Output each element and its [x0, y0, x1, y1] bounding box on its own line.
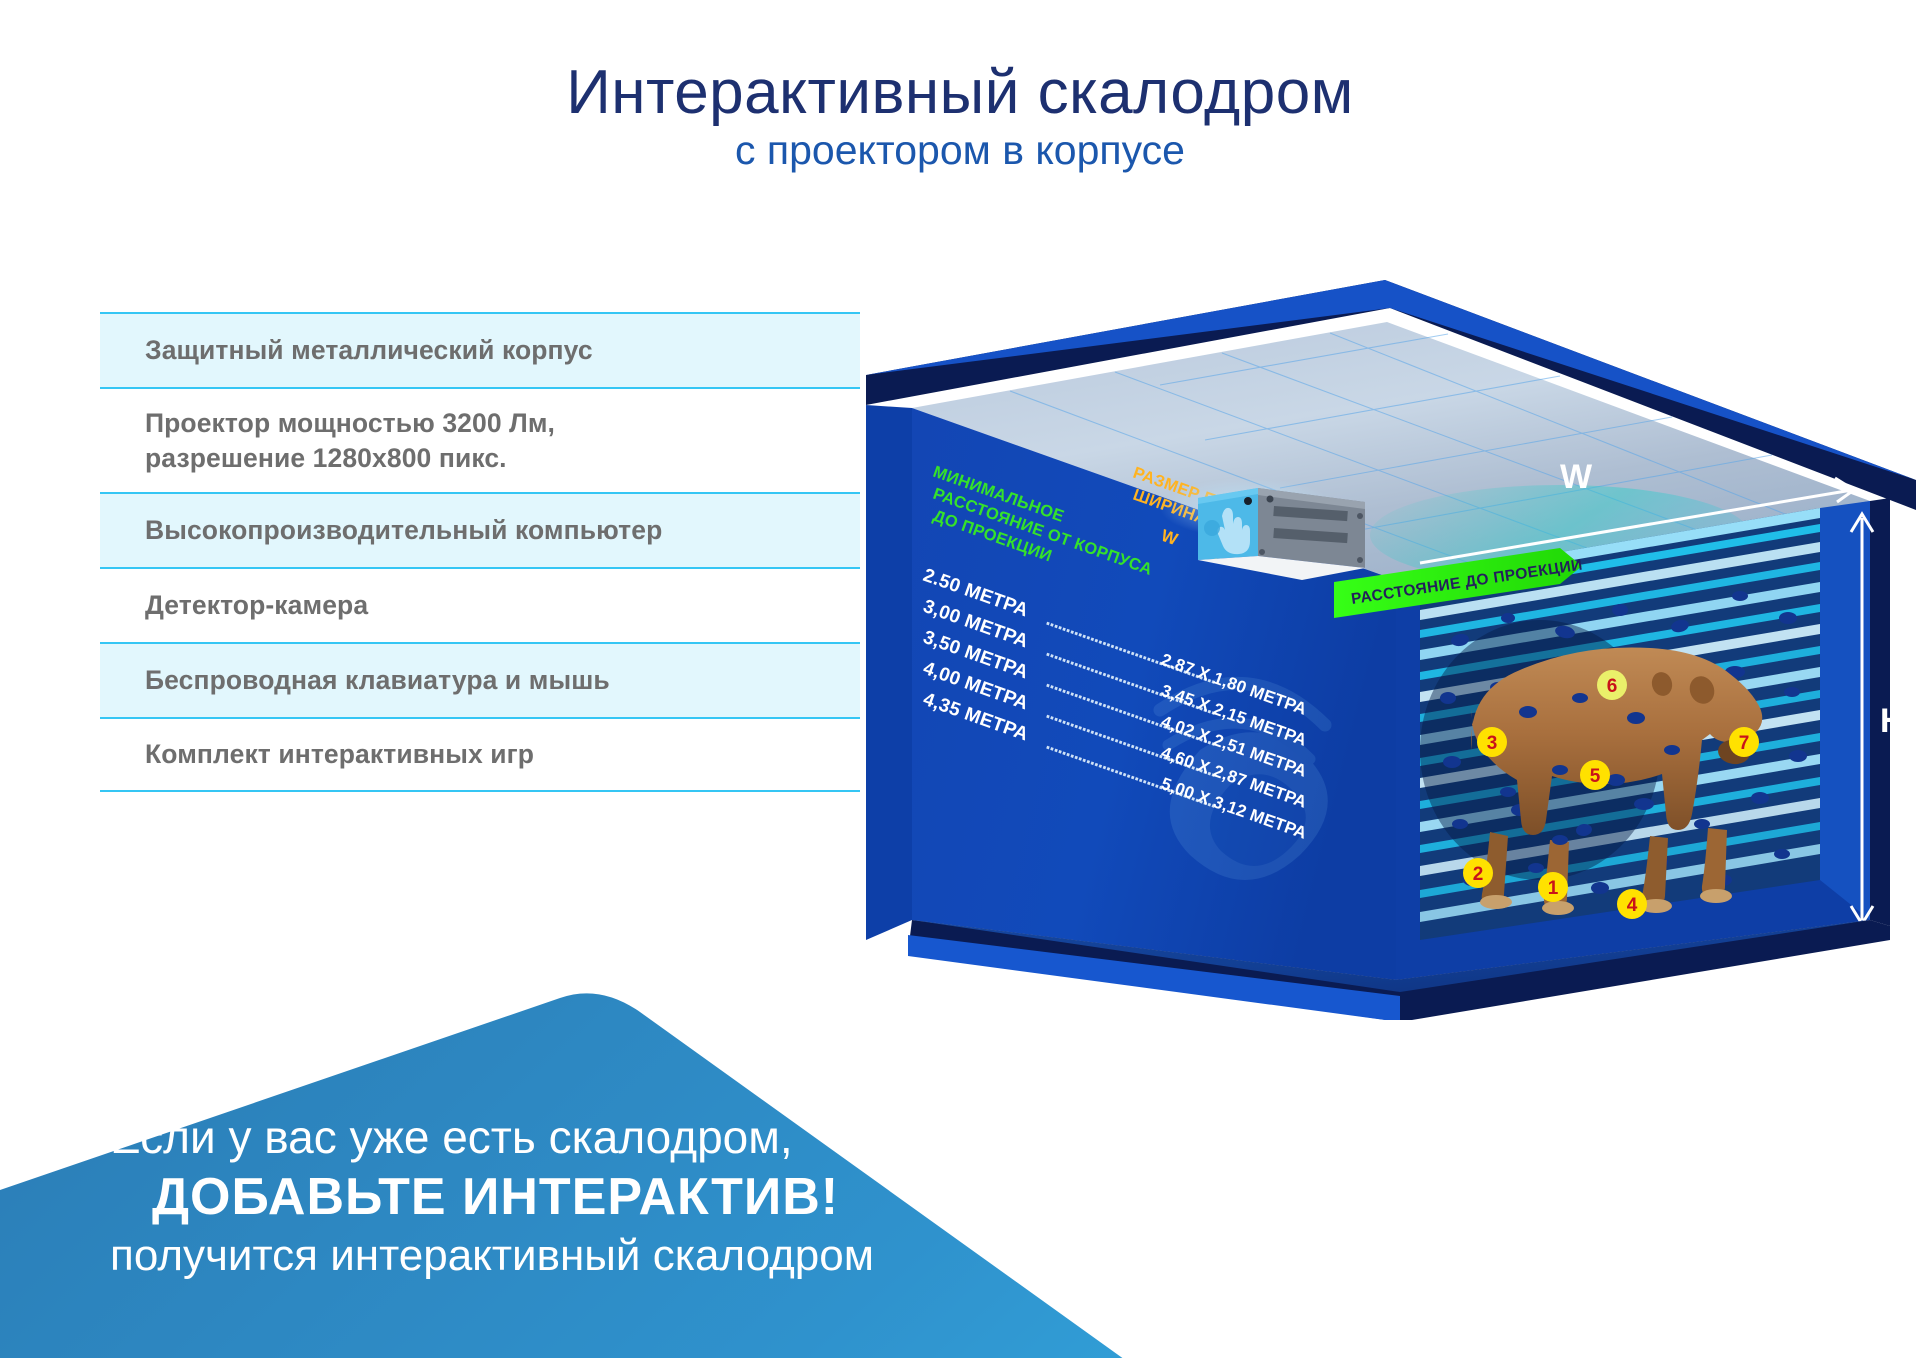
dimension-height-label: H — [1880, 702, 1905, 740]
hold-marker-number: 5 — [1590, 766, 1601, 787]
bottom-banner — [0, 993, 1920, 1358]
banner-line-3: получится интерактивный скалодром — [110, 1231, 874, 1281]
list-item: Комплект интерактивных игр — [100, 717, 860, 792]
hold-markers: 1 2 3 4 5 6 7 — [1463, 670, 1759, 919]
hold-marker-number: 1 — [1548, 878, 1559, 899]
hold-marker: 7 — [1729, 727, 1759, 757]
table-col-w: W — [1159, 526, 1181, 550]
projector-vents — [1273, 506, 1348, 544]
banner-shape — [0, 993, 1920, 1358]
page-subtitle: с проектором в корпусе — [735, 127, 1185, 174]
hold-marker-number: 7 — [1739, 733, 1750, 754]
feature-list: Защитный металлический корпус Проектор м… — [100, 312, 860, 792]
hold-marker: 5 — [1580, 760, 1610, 790]
hold-marker-number: 2 — [1473, 864, 1484, 885]
wall-left-edge — [866, 405, 912, 940]
right-pillar — [1820, 501, 1870, 920]
hold-marker: 3 — [1477, 727, 1507, 757]
right-pillar-edge — [1870, 498, 1890, 926]
page-title: Интерактивный скалодром — [566, 58, 1354, 127]
hand-icon — [1217, 507, 1250, 555]
feature-label: Высокопроизводительный компьютер — [145, 515, 663, 546]
feature-label: Беспроводная клавиатура и мышь — [145, 665, 610, 696]
list-item: Защитный металлический корпус — [100, 312, 860, 387]
list-item: Беспроводная клавиатура и мышь — [100, 642, 860, 717]
banner-text-block: Если у вас уже есть скалодром, ДОБАВЬТЕ … — [110, 1110, 1210, 1283]
banner-line-1: Если у вас уже есть скалодром, — [110, 1111, 793, 1163]
page-header: Интерактивный скалодром с проектором в к… — [0, 60, 1920, 172]
banner-line-2: ДОБАВЬТЕ ИНТЕРАКТИВ! — [152, 1168, 840, 1227]
hold-marker-number: 6 — [1607, 676, 1618, 697]
dimension-width-label: W — [1560, 458, 1593, 496]
hold-marker-number: 4 — [1627, 895, 1638, 916]
feature-label: Комплект интерактивных игр — [145, 739, 535, 770]
feature-label: Детектор-камера — [145, 590, 369, 621]
hold-marker: 1 — [1538, 872, 1568, 902]
projector-lens-plate — [1198, 556, 1365, 580]
bear-projection — [1471, 647, 1763, 915]
room-illustration: МИНИМАЛЬНОЕ РАССТОЯНИЕ ОТ КОРПУСА ДО ПРО… — [860, 280, 1920, 1020]
projector-unit — [1160, 478, 1365, 580]
dimension-width — [1419, 476, 1857, 565]
climbing-wall: 1 2 3 4 5 6 7 — [1420, 508, 1820, 940]
feature-label: Защитный металлический корпус — [145, 335, 593, 366]
list-item: Высокопроизводительный компьютер — [100, 492, 860, 567]
hold-marker: 4 — [1617, 889, 1647, 919]
hold-marker: 6 — [1597, 670, 1627, 700]
hold-marker: 2 — [1463, 858, 1493, 888]
list-item: Проектор мощностью 3200 Лм, разрешение 1… — [100, 387, 860, 492]
hold-marker-number: 3 — [1487, 733, 1498, 754]
ceiling-band — [866, 280, 1916, 480]
floor-front-edge — [908, 935, 1400, 1020]
list-item: Детектор-камера — [100, 567, 860, 642]
feature-label: Проектор мощностью 3200 Лм, разрешение 1… — [145, 407, 556, 473]
watermark-logo — [1153, 676, 1332, 880]
